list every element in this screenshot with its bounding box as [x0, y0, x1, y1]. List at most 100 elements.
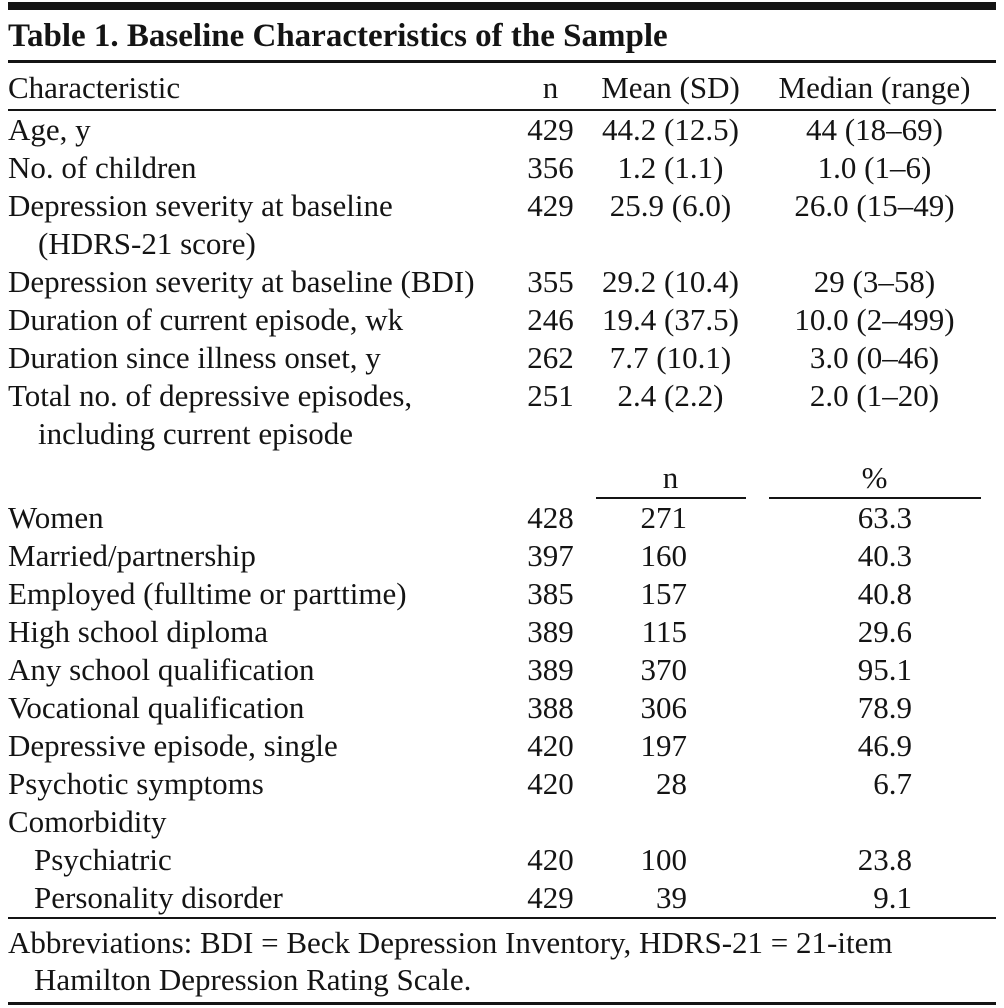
row-label: Total no. of depressive episodes, includ…: [8, 377, 513, 453]
count-value: [588, 803, 753, 841]
n-value: 356: [527, 150, 574, 185]
row-label: Depressive episode, single: [8, 727, 513, 765]
percent-value: 6.7: [873, 766, 912, 801]
table-row: Depression severity at baseline (BDI) 35…: [8, 263, 996, 301]
median-range-value: 29 (3–58): [813, 264, 936, 299]
row-label: Women: [8, 499, 513, 537]
table-row: Personality disorder 429 39 9.1: [8, 879, 996, 917]
footnote-line-2: Hamilton Depression Rating Scale.: [34, 962, 472, 997]
n-value: 246: [527, 302, 574, 337]
row-label-text: Employed (fulltime or parttime): [8, 576, 407, 611]
percent-value: 29.6: [857, 614, 912, 649]
percent-value: 40.3: [857, 538, 912, 573]
count-value: 28: [656, 766, 687, 801]
row-label-text: Duration since illness onset, y: [8, 340, 381, 375]
sub-header-spacer: [8, 453, 513, 499]
n-value: 355: [527, 264, 574, 299]
sub-column-header-n: n: [595, 461, 746, 499]
row-label: Duration of current episode, wk: [8, 301, 513, 339]
row-label: Age, y: [8, 110, 513, 149]
baseline-characteristics-table: Characteristic n Mean (SD) Median (range…: [8, 63, 996, 917]
row-label-text: Depressive episode, single: [8, 728, 338, 763]
n-value: 420: [527, 842, 574, 877]
median-range-value: 3.0 (0–46): [809, 340, 940, 375]
sub-header-n-cell: n: [588, 453, 753, 499]
row-label-text: Vocational qualification: [8, 690, 305, 725]
table-row: Married/partnership 397 160 40.3: [8, 537, 996, 575]
count-value: 271: [640, 500, 688, 535]
group-header-row: Comorbidity: [8, 803, 996, 841]
n-value: 420: [527, 766, 574, 801]
bottom-rule: [8, 1002, 996, 1005]
mean-sd-value: 19.4 (37.5): [602, 302, 739, 337]
row-label-text: Any school qualification: [8, 652, 315, 687]
n-value: 389: [527, 614, 574, 649]
table-row: Psychiatric 420 100 23.8: [8, 841, 996, 879]
row-label: Personality disorder: [8, 879, 513, 917]
percent-value: 78.9: [857, 690, 912, 725]
table-row: No. of children 356 1.2 (1.1) 1.0 (1–6): [8, 149, 996, 187]
row-label-second-line: (HDRS-21 score): [38, 226, 256, 261]
n-value: 429: [527, 112, 574, 147]
row-label: No. of children: [8, 149, 513, 187]
footnote-line-1: Abbreviations: BDI = Beck Depression Inv…: [8, 925, 893, 960]
count-value: 157: [640, 576, 688, 611]
table-row: Employed (fulltime or parttime) 385 157 …: [8, 575, 996, 613]
row-label-text: Depression severity at baseline: [8, 188, 393, 223]
mean-sd-value: 2.4 (2.2): [617, 378, 724, 413]
table-row: Age, y 429 44.2 (12.5) 44 (18–69): [8, 110, 996, 149]
row-label: Psychiatric: [8, 841, 513, 879]
sub-header-row: n %: [8, 453, 996, 499]
row-label-text: Depression severity at baseline (BDI): [8, 264, 475, 299]
row-label-text: Psychotic symptoms: [8, 766, 264, 801]
group-label: Comorbidity: [8, 803, 513, 841]
count-value: 39: [656, 880, 687, 915]
sub-header-pct-cell: %: [753, 453, 996, 499]
sub-column-header-percent: %: [768, 461, 981, 499]
sub-header-spacer: [513, 453, 588, 499]
row-label-text: Total no. of depressive episodes,: [8, 378, 413, 413]
table-row: Total no. of depressive episodes, includ…: [8, 377, 996, 453]
table-footnote: Abbreviations: BDI = Beck Depression Inv…: [8, 917, 996, 1002]
row-label-text: Duration of current episode, wk: [8, 302, 404, 337]
table-title: Table 1. Baseline Characteristics of the…: [8, 18, 668, 54]
table-row: Depressive episode, single 420 197 46.9: [8, 727, 996, 765]
row-label-text: Age, y: [8, 112, 91, 147]
row-label-text: Women: [8, 500, 104, 535]
table-row: Depression severity at baseline (HDRS-21…: [8, 187, 996, 263]
percent-value: [753, 803, 996, 841]
row-label-text: High school diploma: [8, 614, 269, 649]
percent-value: 9.1: [873, 880, 912, 915]
mean-sd-value: 25.9 (6.0): [609, 188, 732, 223]
n-value: 428: [527, 500, 574, 535]
n-value: 389: [527, 652, 574, 687]
mean-sd-value: 29.2 (10.4): [602, 264, 739, 299]
row-label-text: No. of children: [8, 150, 197, 185]
row-label-text: Married/partnership: [8, 538, 256, 573]
column-header-median-range: Median (range): [753, 63, 996, 111]
count-value: 370: [640, 652, 688, 687]
row-label: Psychotic symptoms: [8, 765, 513, 803]
table-row: High school diploma 389 115 29.6: [8, 613, 996, 651]
table-row: Duration since illness onset, y 262 7.7 …: [8, 339, 996, 377]
table-row: Vocational qualification 388 306 78.9: [8, 689, 996, 727]
row-label-text: Comorbidity: [8, 804, 167, 839]
row-label: Duration since illness onset, y: [8, 339, 513, 377]
median-range-value: 26.0 (15–49): [794, 188, 955, 223]
mean-sd-value: 44.2 (12.5): [602, 112, 739, 147]
n-value: 429: [527, 188, 574, 223]
median-range-value: 1.0 (1–6): [817, 150, 932, 185]
n-value: 429: [527, 880, 574, 915]
percent-value: 40.8: [857, 576, 912, 611]
mean-sd-value: 1.2 (1.1): [617, 150, 724, 185]
top-bar-rule: [8, 2, 996, 10]
row-label: High school diploma: [8, 613, 513, 651]
percent-value: 63.3: [857, 500, 912, 535]
column-header-mean-sd: Mean (SD): [588, 63, 753, 111]
row-label: Vocational qualification: [8, 689, 513, 727]
median-range-value: 44 (18–69): [806, 112, 943, 147]
median-range-value: 10.0 (2–499): [794, 302, 955, 337]
n-value: 251: [527, 378, 574, 413]
mean-sd-value: 7.7 (10.1): [609, 340, 732, 375]
